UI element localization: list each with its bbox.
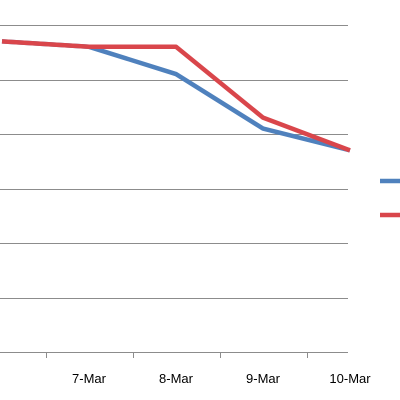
x-tick-label: 8-Mar (159, 371, 194, 386)
gridlines (0, 25, 348, 299)
legend (380, 178, 400, 218)
x-tick-label: 9-Mar (246, 371, 281, 386)
x-axis: 7-Mar 8-Mar 9-Mar 10-Mar (0, 352, 371, 386)
x-tick-label: 7-Mar (72, 371, 107, 386)
series-line-2 (1, 39, 351, 153)
x-tick-label: 10-Mar (329, 371, 371, 386)
series-lines (1, 39, 351, 153)
